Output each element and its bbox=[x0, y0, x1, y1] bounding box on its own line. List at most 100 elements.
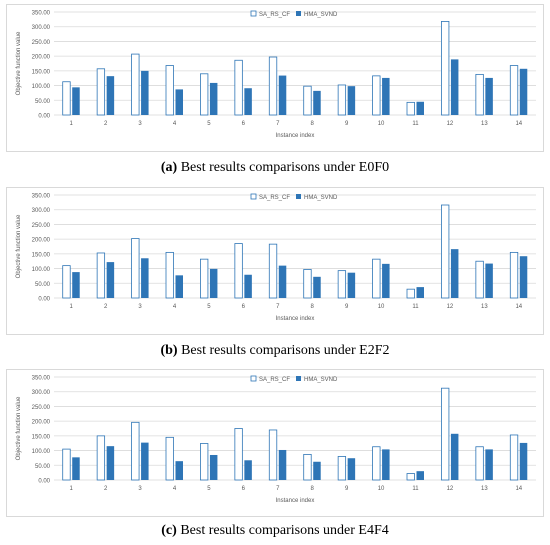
y-tick-label: 200.00 bbox=[32, 420, 51, 426]
caption-b-text: Best results comparisons under E2F2 bbox=[177, 343, 390, 358]
caption-c: (c) Best results comparisons under E4F4 bbox=[0, 523, 550, 539]
bar-sa-rs-cf bbox=[441, 204, 450, 299]
x-tick-label: 7 bbox=[276, 486, 280, 492]
x-tick-label: 13 bbox=[481, 121, 488, 127]
x-tick-label: 10 bbox=[378, 121, 385, 127]
bar-sa-rs-cf bbox=[268, 56, 278, 116]
bar-hma-svnd bbox=[519, 68, 528, 115]
bar-sa-rs-cf bbox=[441, 387, 450, 481]
x-tick-label: 9 bbox=[345, 304, 349, 310]
x-tick-label: 14 bbox=[515, 486, 522, 492]
bar-hma-svnd bbox=[450, 433, 459, 480]
legend-label-sa-rs-cf: SA_RS_CF bbox=[259, 195, 290, 201]
bar-hma-svnd bbox=[450, 249, 459, 298]
y-tick-label: 250.00 bbox=[32, 223, 51, 229]
x-tick-label: 5 bbox=[207, 304, 211, 310]
bar-sa-rs-cf bbox=[406, 473, 415, 481]
x-tick-label: 5 bbox=[207, 121, 211, 127]
bar-sa-rs-cf bbox=[234, 243, 243, 299]
bar-sa-rs-cf bbox=[337, 456, 347, 481]
bar-sa-rs-cf bbox=[475, 446, 484, 481]
y-axis-title: Objective function value bbox=[16, 31, 22, 95]
bar-hma-svnd bbox=[175, 89, 183, 115]
bar-hma-svnd bbox=[519, 256, 528, 298]
x-axis-title: Instance index bbox=[276, 316, 315, 322]
bar-hma-svnd bbox=[278, 75, 287, 115]
legend-swatch-sa-rs-cf bbox=[250, 193, 257, 200]
chart-panel-c: 0.00 50.00 100.00 150.00 200.00 250.00 300.00 3… bbox=[16, 376, 536, 504]
y-tick-label: 150.00 bbox=[32, 69, 51, 75]
bar-sa-rs-cf bbox=[268, 243, 278, 299]
bar-hma-svnd bbox=[244, 274, 252, 298]
bar-hma-svnd bbox=[485, 77, 493, 115]
chart-panel-a: 0.00 50.00 100.00 150.00 200.00 250.00 300.00 3… bbox=[16, 11, 536, 139]
bar-sa-rs-cf bbox=[96, 252, 106, 299]
bar-sa-rs-cf bbox=[131, 238, 140, 299]
bar-hma-svnd bbox=[382, 263, 390, 298]
bar-hma-svnd bbox=[313, 276, 321, 298]
bar-hma-svnd bbox=[278, 449, 287, 480]
bar-hma-svnd bbox=[106, 76, 115, 115]
caption-b-label: (b) bbox=[160, 343, 178, 358]
bar-sa-rs-cf bbox=[165, 65, 174, 116]
legend-label-sa-rs-cf: SA_RS_CF bbox=[259, 377, 290, 383]
x-tick-label: 6 bbox=[242, 121, 246, 127]
bar-hma-svnd bbox=[175, 275, 183, 298]
bar-sa-rs-cf bbox=[234, 59, 243, 116]
bar-hma-svnd bbox=[416, 287, 424, 298]
x-tick-label: 4 bbox=[173, 121, 177, 127]
bar-sa-rs-cf bbox=[62, 448, 71, 481]
bar-sa-rs-cf bbox=[372, 446, 381, 481]
caption-a: (a) Best results comparisons under E0F0 bbox=[0, 160, 550, 176]
x-tick-label: 10 bbox=[378, 304, 385, 310]
y-tick-label: 150.00 bbox=[32, 252, 51, 258]
legend-label-hma-svnd: HMA_SVND bbox=[304, 377, 338, 383]
bar-sa-rs-cf bbox=[131, 53, 140, 116]
bar-sa-rs-cf bbox=[303, 453, 312, 481]
bar-sa-rs-cf bbox=[165, 436, 174, 481]
bar-hma-svnd bbox=[278, 265, 287, 298]
bar-hma-svnd bbox=[485, 263, 493, 298]
bar-sa-rs-cf bbox=[96, 435, 106, 481]
y-tick-label: 0.00 bbox=[38, 297, 50, 303]
x-tick-label: 4 bbox=[173, 304, 177, 310]
bar-sa-rs-cf bbox=[475, 260, 484, 299]
y-tick-label: 50.00 bbox=[35, 99, 51, 105]
x-tick-label: 12 bbox=[447, 121, 454, 127]
y-tick-label: 250.00 bbox=[32, 405, 51, 411]
x-tick-label: 1 bbox=[70, 486, 74, 492]
bar-sa-rs-cf bbox=[234, 428, 243, 481]
bar-hma-svnd bbox=[72, 272, 80, 298]
caption-b: (b) Best results comparisons under E2F2 bbox=[0, 343, 550, 359]
bar-sa-rs-cf bbox=[268, 429, 278, 481]
bar-sa-rs-cf bbox=[200, 73, 209, 116]
bar-sa-rs-cf bbox=[200, 258, 209, 299]
bar-hma-svnd bbox=[313, 461, 321, 480]
x-tick-label: 13 bbox=[481, 486, 488, 492]
bar-hma-svnd bbox=[209, 454, 218, 480]
bar-sa-rs-cf bbox=[303, 269, 312, 299]
y-tick-label: 0.00 bbox=[38, 114, 50, 120]
bar-sa-rs-cf bbox=[372, 75, 381, 116]
x-tick-label: 6 bbox=[242, 304, 246, 310]
bar-hma-svnd bbox=[416, 101, 424, 115]
y-tick-label: 350.00 bbox=[32, 11, 51, 17]
y-tick-label: 350.00 bbox=[32, 194, 51, 200]
bar-hma-svnd bbox=[347, 458, 356, 480]
x-tick-label: 8 bbox=[311, 121, 315, 127]
x-tick-label: 14 bbox=[515, 121, 522, 127]
bar-sa-rs-cf bbox=[406, 101, 415, 116]
bar-hma-svnd bbox=[416, 471, 424, 480]
x-tick-label: 7 bbox=[276, 304, 280, 310]
bar-sa-rs-cf bbox=[509, 434, 519, 481]
bar-sa-rs-cf bbox=[200, 443, 209, 481]
y-tick-label: 150.00 bbox=[32, 434, 51, 440]
x-tick-label: 3 bbox=[138, 486, 142, 492]
bar-hma-svnd bbox=[106, 446, 115, 480]
bar-sa-rs-cf bbox=[337, 84, 347, 116]
bar-hma-svnd bbox=[347, 272, 356, 298]
bar-sa-rs-cf bbox=[509, 65, 519, 116]
x-tick-label: 1 bbox=[70, 304, 74, 310]
bar-hma-svnd bbox=[209, 82, 218, 115]
y-tick-label: 250.00 bbox=[32, 40, 51, 46]
